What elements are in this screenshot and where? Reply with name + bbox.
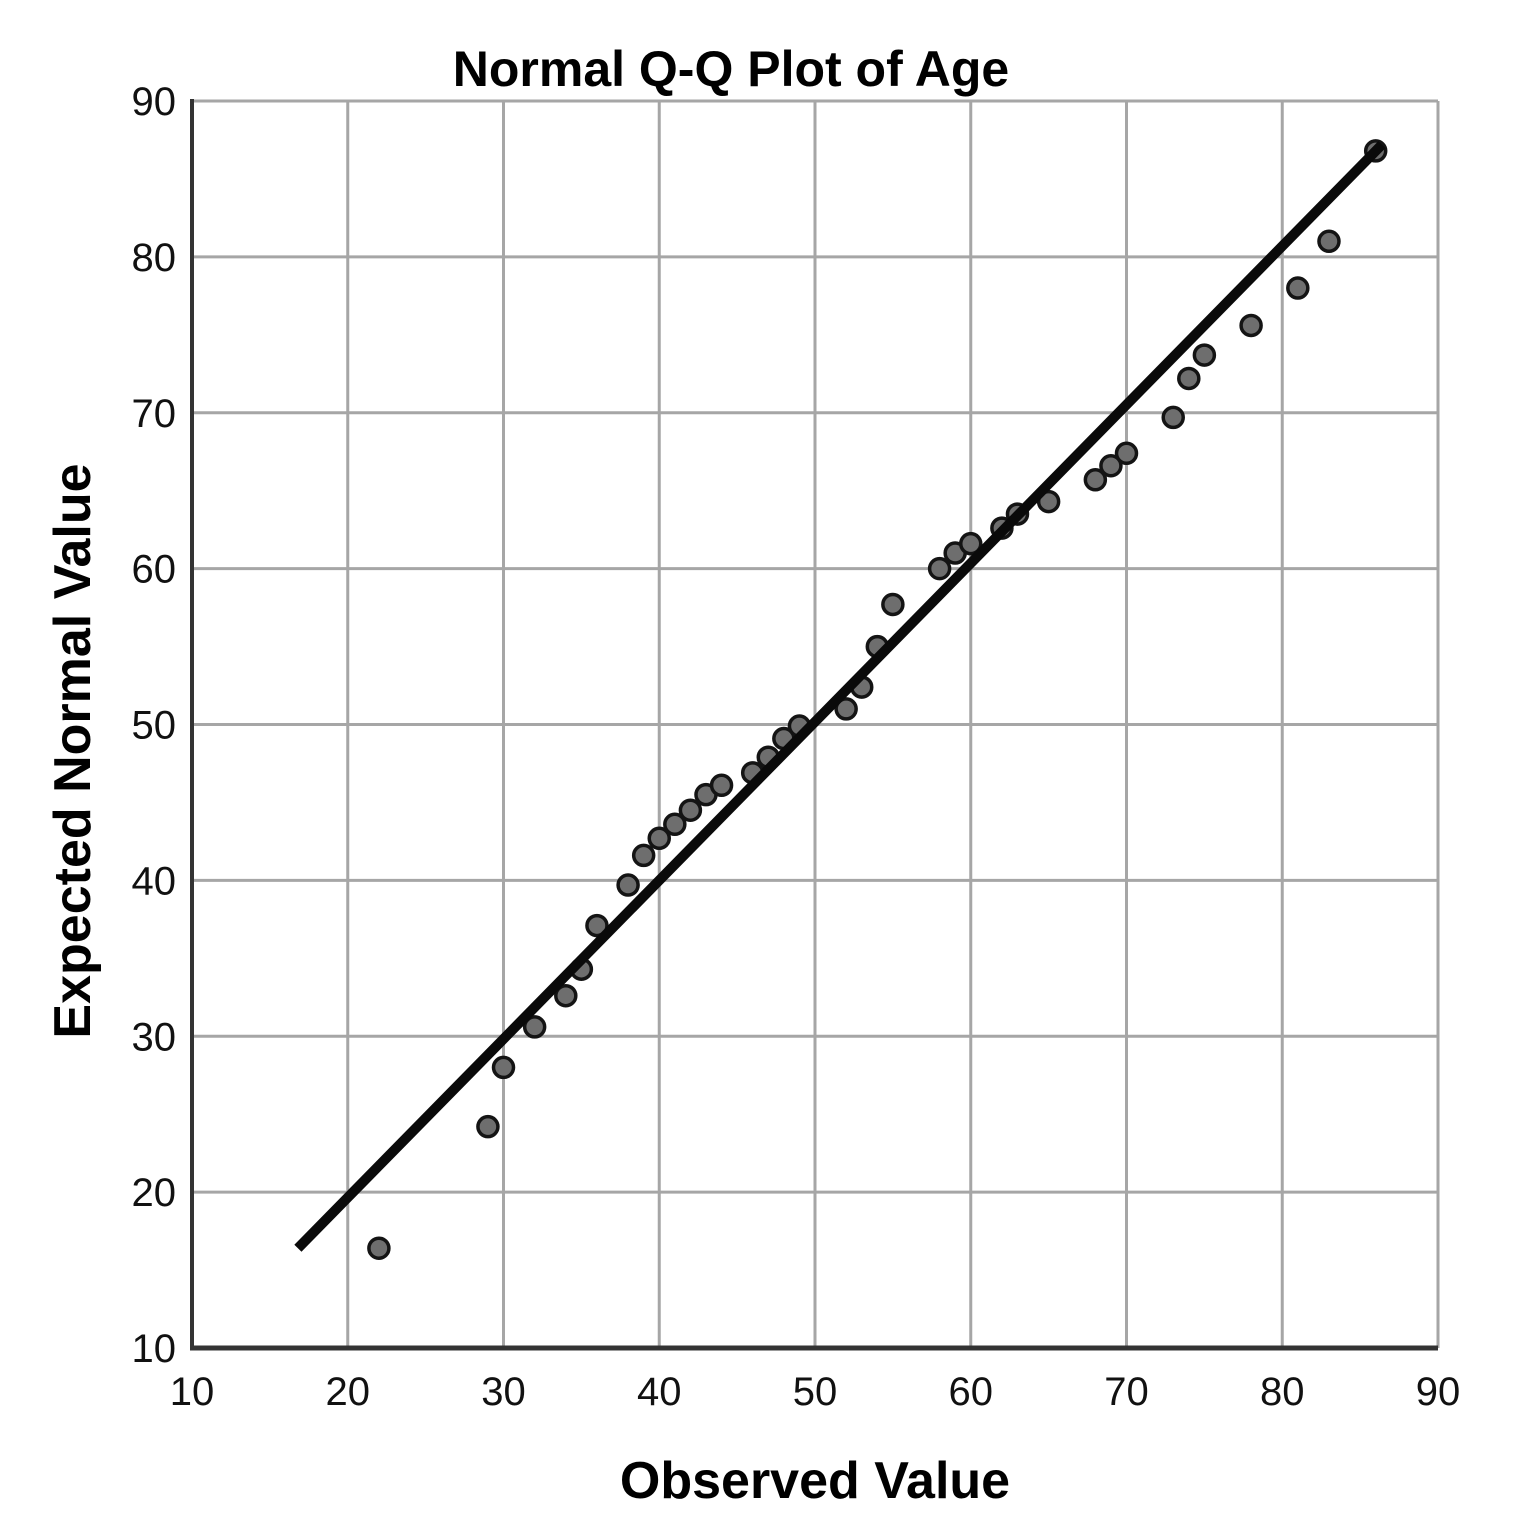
x-tick-label: 30 [481, 1370, 526, 1414]
data-point [1036, 489, 1061, 514]
data-point [631, 843, 656, 868]
data-point [491, 1055, 516, 1080]
data-point [881, 592, 905, 617]
data-point [678, 798, 703, 822]
x-tick-label: 40 [637, 1370, 682, 1414]
x-tick-label: 70 [1104, 1370, 1149, 1414]
data-point [1114, 441, 1139, 466]
data-point [1239, 313, 1263, 338]
y-axis-title: Expected Normal Value [44, 463, 102, 1038]
x-tick-label: 50 [793, 1370, 838, 1414]
y-tick-label: 60 [132, 548, 177, 592]
data-point [1161, 405, 1185, 430]
y-tick-label: 50 [132, 704, 177, 748]
data-point [367, 1236, 391, 1260]
x-tick-label: 10 [170, 1370, 215, 1414]
chart-title: Normal Q-Q Plot of Age [453, 41, 1010, 97]
x-tick-label: 60 [949, 1370, 994, 1414]
x-tick-label: 90 [1416, 1370, 1461, 1414]
y-tick-label: 20 [132, 1171, 177, 1215]
y-tick-label: 70 [132, 392, 177, 436]
y-tick-label: 10 [132, 1327, 177, 1371]
y-tick-label: 80 [132, 236, 177, 280]
y-tick-labels: 10 20 30 40 50 60 70 80 90 [132, 80, 177, 1371]
axis-spines [190, 99, 1438, 1351]
data-point [585, 913, 609, 938]
data-point [1286, 276, 1310, 300]
x-tick-labels: 10 20 30 40 50 60 70 80 90 [170, 1370, 1461, 1414]
data-point [1317, 229, 1341, 254]
data-point [834, 697, 858, 721]
data-point [522, 1015, 547, 1039]
y-tick-label: 30 [132, 1015, 177, 1059]
data-points [367, 139, 1388, 1260]
fit-line [294, 141, 1386, 1252]
data-point [1192, 343, 1217, 367]
data-point [554, 983, 578, 1008]
x-tick-label: 80 [1260, 1370, 1305, 1414]
data-point [1177, 366, 1201, 391]
x-axis-title: Observed Value [620, 1452, 1010, 1510]
data-point [616, 873, 640, 897]
data-point [1099, 453, 1123, 478]
data-point [647, 826, 671, 851]
y-tick-label: 90 [132, 80, 177, 124]
data-point [663, 812, 687, 837]
data-point [709, 773, 734, 798]
y-tick-label: 40 [132, 859, 177, 903]
x-tick-label: 20 [326, 1370, 371, 1414]
data-point [927, 556, 952, 581]
data-point [959, 531, 983, 556]
fit-line-segment [294, 141, 1386, 1252]
data-point [476, 1114, 500, 1139]
data-point [1083, 468, 1108, 492]
